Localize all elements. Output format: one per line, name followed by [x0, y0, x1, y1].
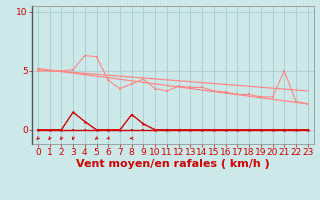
- X-axis label: Vent moyen/en rafales ( km/h ): Vent moyen/en rafales ( km/h ): [76, 159, 270, 169]
